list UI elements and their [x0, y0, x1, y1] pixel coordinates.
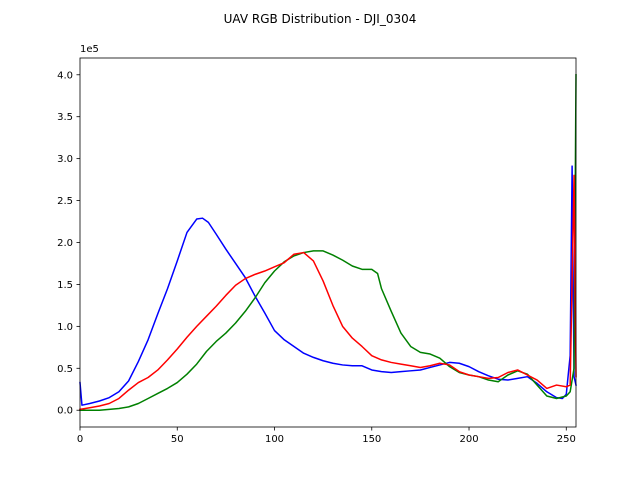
y-tick-label: 3.0 [57, 154, 73, 165]
x-tick-label: 50 [171, 434, 184, 445]
chart-title: UAV RGB Distribution - DJI_0304 [224, 12, 417, 26]
x-tick-label: 200 [459, 434, 478, 445]
y-tick-label: 1.0 [57, 322, 73, 333]
series-line-1 [79, 74, 577, 411]
plot-frame [79, 57, 577, 428]
y-tick-label: 0.5 [57, 364, 73, 375]
x-tick-label: 150 [362, 434, 381, 445]
y-axis: 0.0 0.5 1.0 1.5 2.0 2.5 3.0 3.5 4.0 [57, 70, 80, 417]
x-tick-label: 100 [265, 434, 284, 445]
y-tick-label: 0.0 [57, 406, 73, 417]
y-tick-label: 2.5 [57, 196, 73, 207]
series-layer [79, 74, 577, 411]
y-tick-label: 4.0 [57, 70, 73, 81]
y-offset-label: 1e5 [80, 44, 99, 55]
series-line-0 [79, 165, 577, 406]
y-tick-label: 1.5 [57, 280, 73, 291]
x-tick-label: 250 [557, 434, 576, 445]
y-tick-label: 3.5 [57, 112, 73, 123]
y-tick-label: 2.0 [57, 238, 73, 249]
series-line-2 [79, 174, 577, 411]
x-axis: 0 50 100 150 200 250 [77, 427, 576, 445]
x-tick-label: 0 [77, 434, 83, 445]
